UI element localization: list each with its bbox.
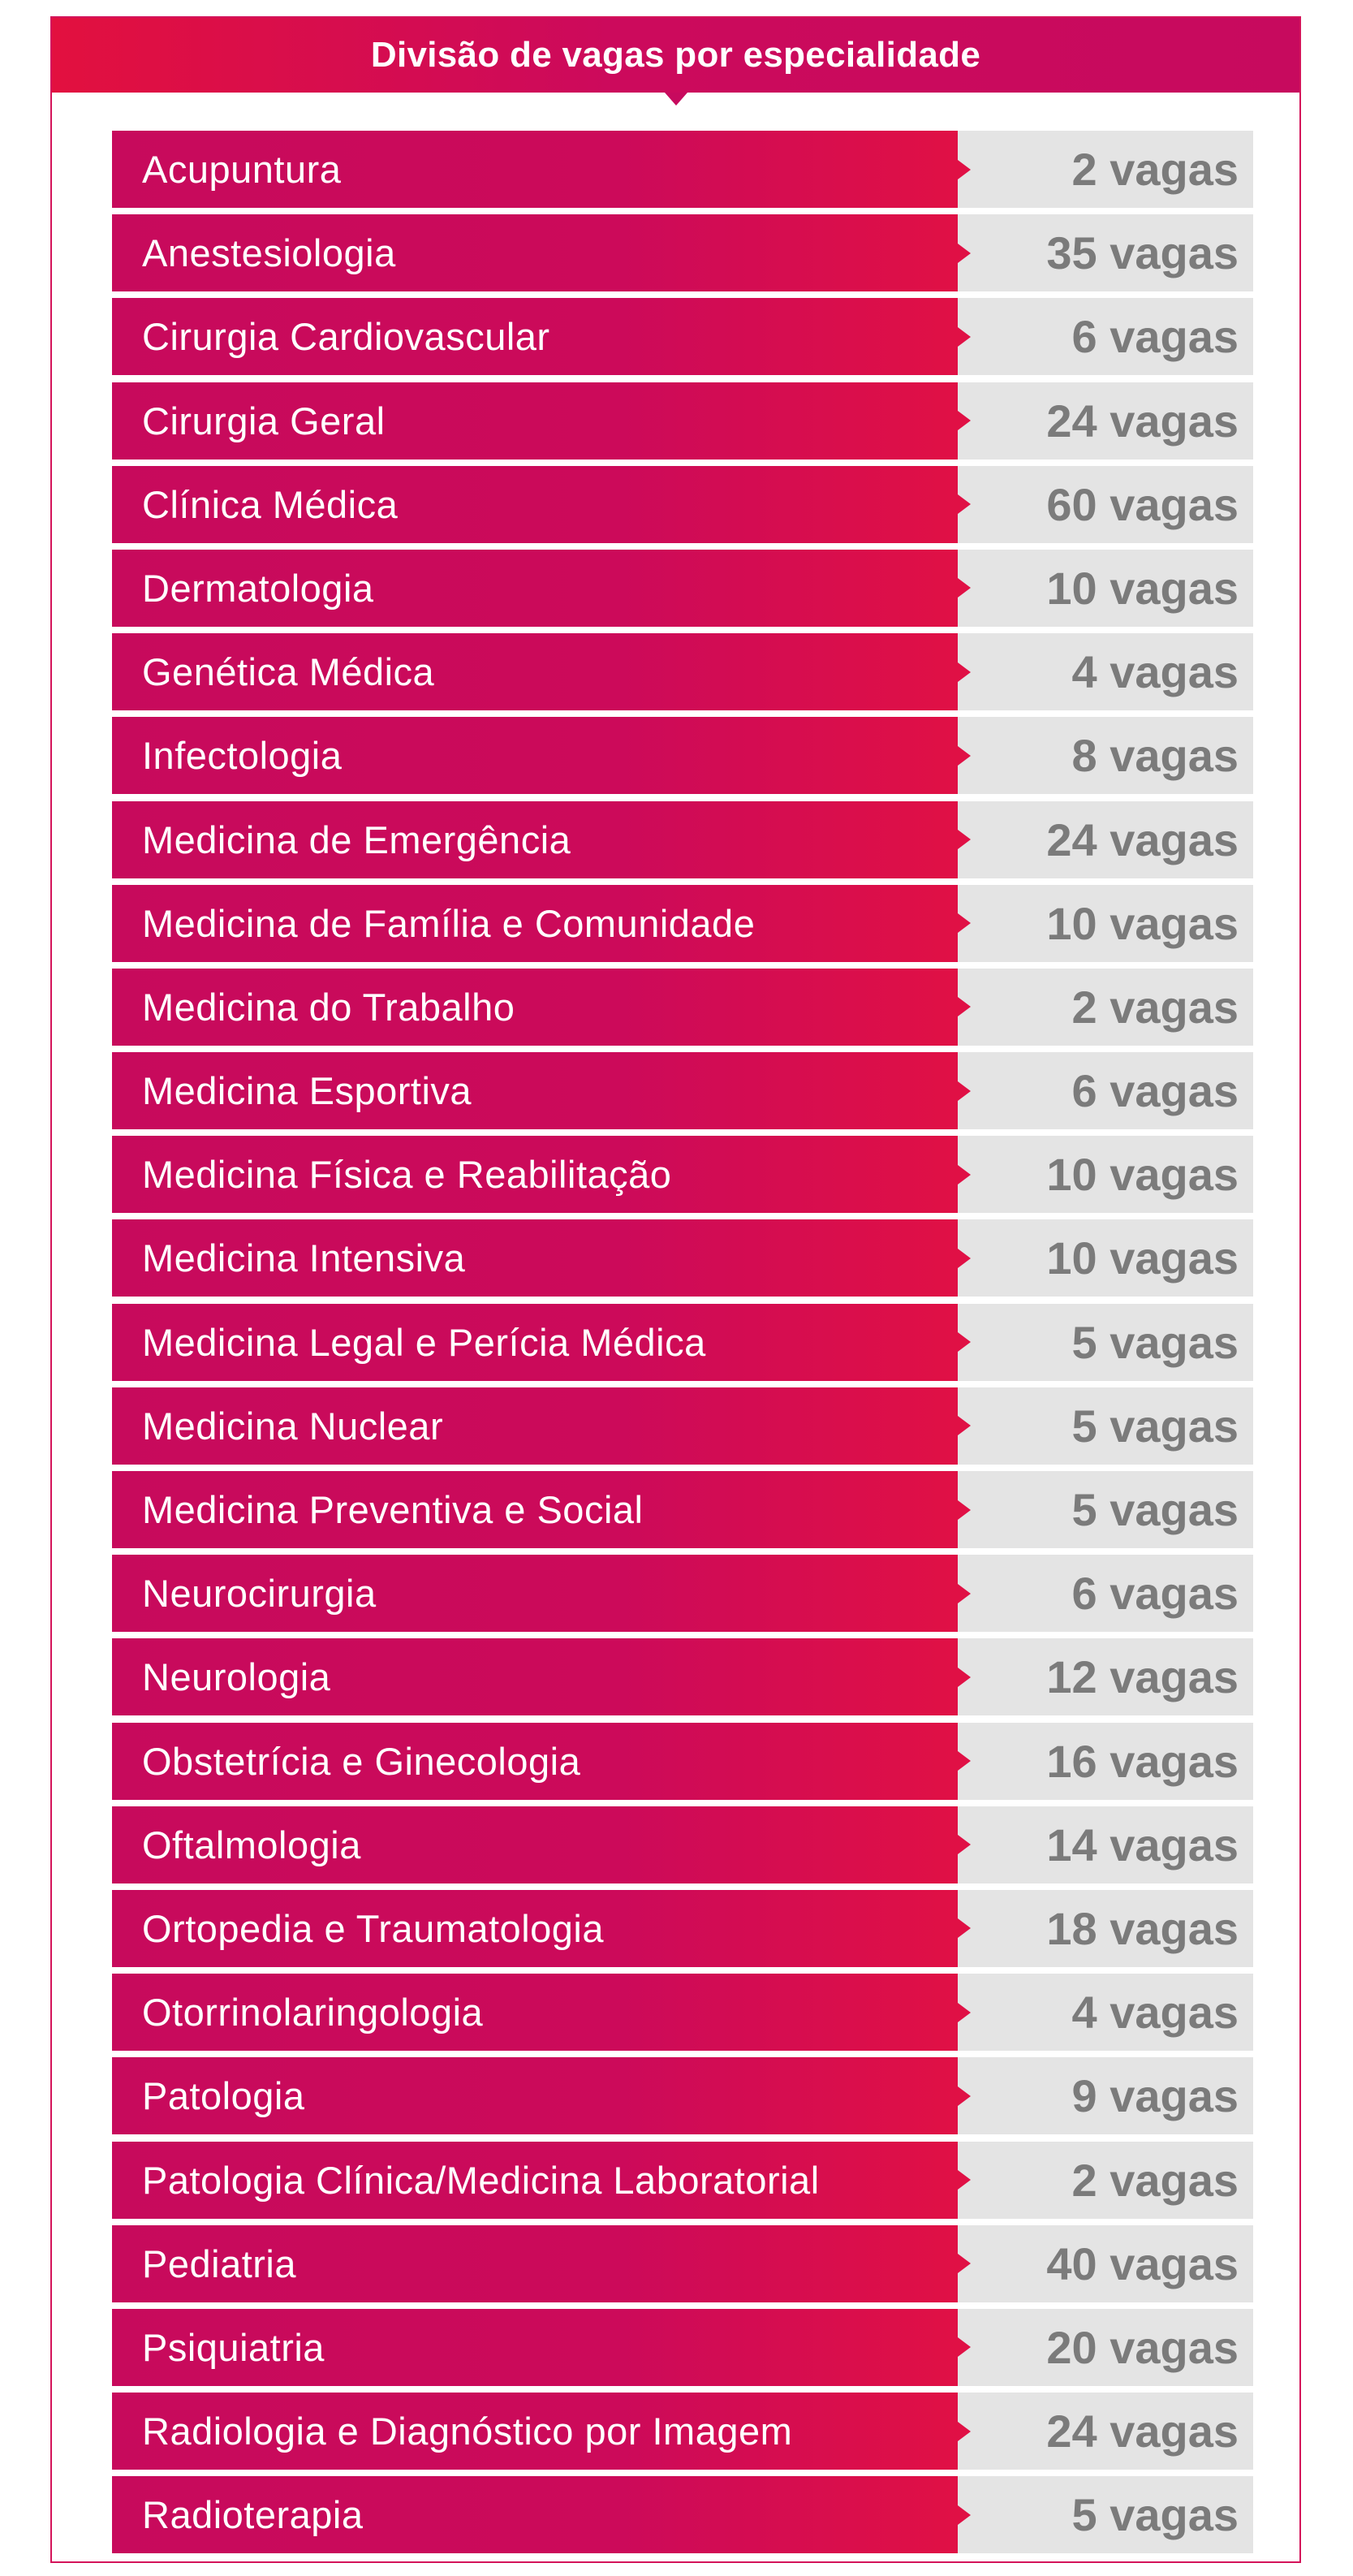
specialty-table: Acupuntura 2 vagas Anestesiologia 35 vag… <box>112 131 1253 2560</box>
vacancy-count: 5 vagas <box>958 2476 1253 2554</box>
specialty-name: Medicina Preventiva e Social <box>112 1471 958 1548</box>
specialty-name: Dermatologia <box>112 549 958 627</box>
specialty-name: Cirurgia Geral <box>112 382 958 460</box>
table-row: Medicina Legal e Perícia Médica 5 vagas <box>112 1303 1253 1381</box>
vacancy-count: 5 vagas <box>958 1387 1253 1465</box>
specialty-name: Medicina Esportiva <box>112 1052 958 1130</box>
vacancy-count: 5 vagas <box>958 1471 1253 1548</box>
vacancy-count: 14 vagas <box>958 1806 1253 1883</box>
vacancy-count: 2 vagas <box>958 131 1253 208</box>
table-row: Obstetrícia e Ginecologia 16 vagas <box>112 1722 1253 1800</box>
table-row: Medicina Física e Reabilitação 10 vagas <box>112 1136 1253 1214</box>
table-row: Pediatria 40 vagas <box>112 2224 1253 2302</box>
table-row: Medicina do Trabalho 2 vagas <box>112 968 1253 1046</box>
specialty-name: Cirurgia Cardiovascular <box>112 298 958 376</box>
vacancy-count: 5 vagas <box>958 1303 1253 1381</box>
specialty-name: Psiquiatria <box>112 2308 958 2386</box>
specialty-name: Neurocirurgia <box>112 1555 958 1633</box>
table-row: Infectologia 8 vagas <box>112 717 1253 795</box>
table-row: Medicina de Emergência 24 vagas <box>112 800 1253 878</box>
table-row: Patologia Clínica/Medicina Laboratorial … <box>112 2141 1253 2219</box>
specialty-name: Infectologia <box>112 717 958 795</box>
vacancy-count: 2 vagas <box>958 968 1253 1046</box>
specialty-name: Pediatria <box>112 2224 958 2302</box>
vacancy-count: 16 vagas <box>958 1722 1253 1800</box>
table-row: Medicina Esportiva 6 vagas <box>112 1052 1253 1130</box>
specialty-name: Neurologia <box>112 1638 958 1716</box>
table-row: Medicina Preventiva e Social 5 vagas <box>112 1471 1253 1548</box>
table-row: Cirurgia Cardiovascular 6 vagas <box>112 298 1253 376</box>
table-row: Anestesiologia 35 vagas <box>112 214 1253 292</box>
table-row: Medicina de Família e Comunidade 10 vaga… <box>112 884 1253 962</box>
vacancy-count: 2 vagas <box>958 2141 1253 2219</box>
table-row: Neurocirurgia 6 vagas <box>112 1555 1253 1633</box>
table-row: Oftalmologia 14 vagas <box>112 1806 1253 1883</box>
specialty-name: Medicina Intensiva <box>112 1219 958 1297</box>
vacancy-count: 10 vagas <box>958 1136 1253 1214</box>
specialty-name: Radiologia e Diagnóstico por Imagem <box>112 2393 958 2470</box>
vacancy-count: 60 vagas <box>958 465 1253 543</box>
table-row: Radioterapia 5 vagas <box>112 2476 1253 2554</box>
specialty-name: Patologia Clínica/Medicina Laboratorial <box>112 2141 958 2219</box>
vacancy-count: 12 vagas <box>958 1638 1253 1716</box>
specialty-name: Medicina Física e Reabilitação <box>112 1136 958 1214</box>
specialty-name: Clínica Médica <box>112 465 958 543</box>
vacancy-count: 20 vagas <box>958 2308 1253 2386</box>
vacancy-count: 4 vagas <box>958 633 1253 711</box>
infographic-frame: Divisão de vagas por especialidade Acupu… <box>50 16 1301 2563</box>
specialty-name: Acupuntura <box>112 131 958 208</box>
vacancy-count: 9 vagas <box>958 2057 1253 2135</box>
specialty-name: Medicina Legal e Perícia Médica <box>112 1303 958 1381</box>
specialty-name: Medicina do Trabalho <box>112 968 958 1046</box>
table-row: Genética Médica 4 vagas <box>112 633 1253 711</box>
vacancy-count: 18 vagas <box>958 1889 1253 1967</box>
specialty-name: Patologia <box>112 2057 958 2135</box>
vacancy-count: 40 vagas <box>958 2224 1253 2302</box>
table-row: Medicina Intensiva 10 vagas <box>112 1219 1253 1297</box>
table-row: Neurologia 12 vagas <box>112 1638 1253 1716</box>
specialty-name: Otorrinolaringologia <box>112 1974 958 2052</box>
vacancy-count: 6 vagas <box>958 1052 1253 1130</box>
specialty-name: Medicina Nuclear <box>112 1387 958 1465</box>
table-row: Cirurgia Geral 24 vagas <box>112 382 1253 460</box>
specialty-name: Genética Médica <box>112 633 958 711</box>
vacancy-count: 24 vagas <box>958 800 1253 878</box>
vacancy-count: 35 vagas <box>958 214 1253 292</box>
table-row: Radiologia e Diagnóstico por Imagem 24 v… <box>112 2393 1253 2470</box>
vacancy-count: 6 vagas <box>958 298 1253 376</box>
vacancy-count: 10 vagas <box>958 884 1253 962</box>
vacancy-count: 10 vagas <box>958 549 1253 627</box>
specialty-name: Oftalmologia <box>112 1806 958 1883</box>
specialty-name: Radioterapia <box>112 2476 958 2554</box>
table-row: Dermatologia 10 vagas <box>112 549 1253 627</box>
vacancy-count: 6 vagas <box>958 1555 1253 1633</box>
vacancy-count: 10 vagas <box>958 1219 1253 1297</box>
page-title: Divisão de vagas por especialidade <box>52 18 1299 93</box>
table-row: Clínica Médica 60 vagas <box>112 465 1253 543</box>
specialty-name: Obstetrícia e Ginecologia <box>112 1722 958 1800</box>
specialty-name: Ortopedia e Traumatologia <box>112 1889 958 1967</box>
specialty-name: Anestesiologia <box>112 214 958 292</box>
vacancy-count: 4 vagas <box>958 1974 1253 2052</box>
specialty-name: Medicina de Família e Comunidade <box>112 884 958 962</box>
title-pointer-icon <box>664 93 687 106</box>
table-row: Medicina Nuclear 5 vagas <box>112 1387 1253 1465</box>
table-row: Acupuntura 2 vagas <box>112 131 1253 208</box>
vacancy-count: 24 vagas <box>958 2393 1253 2470</box>
table-row: Otorrinolaringologia 4 vagas <box>112 1974 1253 2052</box>
table-row: Patologia 9 vagas <box>112 2057 1253 2135</box>
vacancy-count: 8 vagas <box>958 717 1253 795</box>
specialty-name: Medicina de Emergência <box>112 800 958 878</box>
table-row: Psiquiatria 20 vagas <box>112 2308 1253 2386</box>
vacancy-count: 24 vagas <box>958 382 1253 460</box>
table-row: Ortopedia e Traumatologia 18 vagas <box>112 1889 1253 1967</box>
